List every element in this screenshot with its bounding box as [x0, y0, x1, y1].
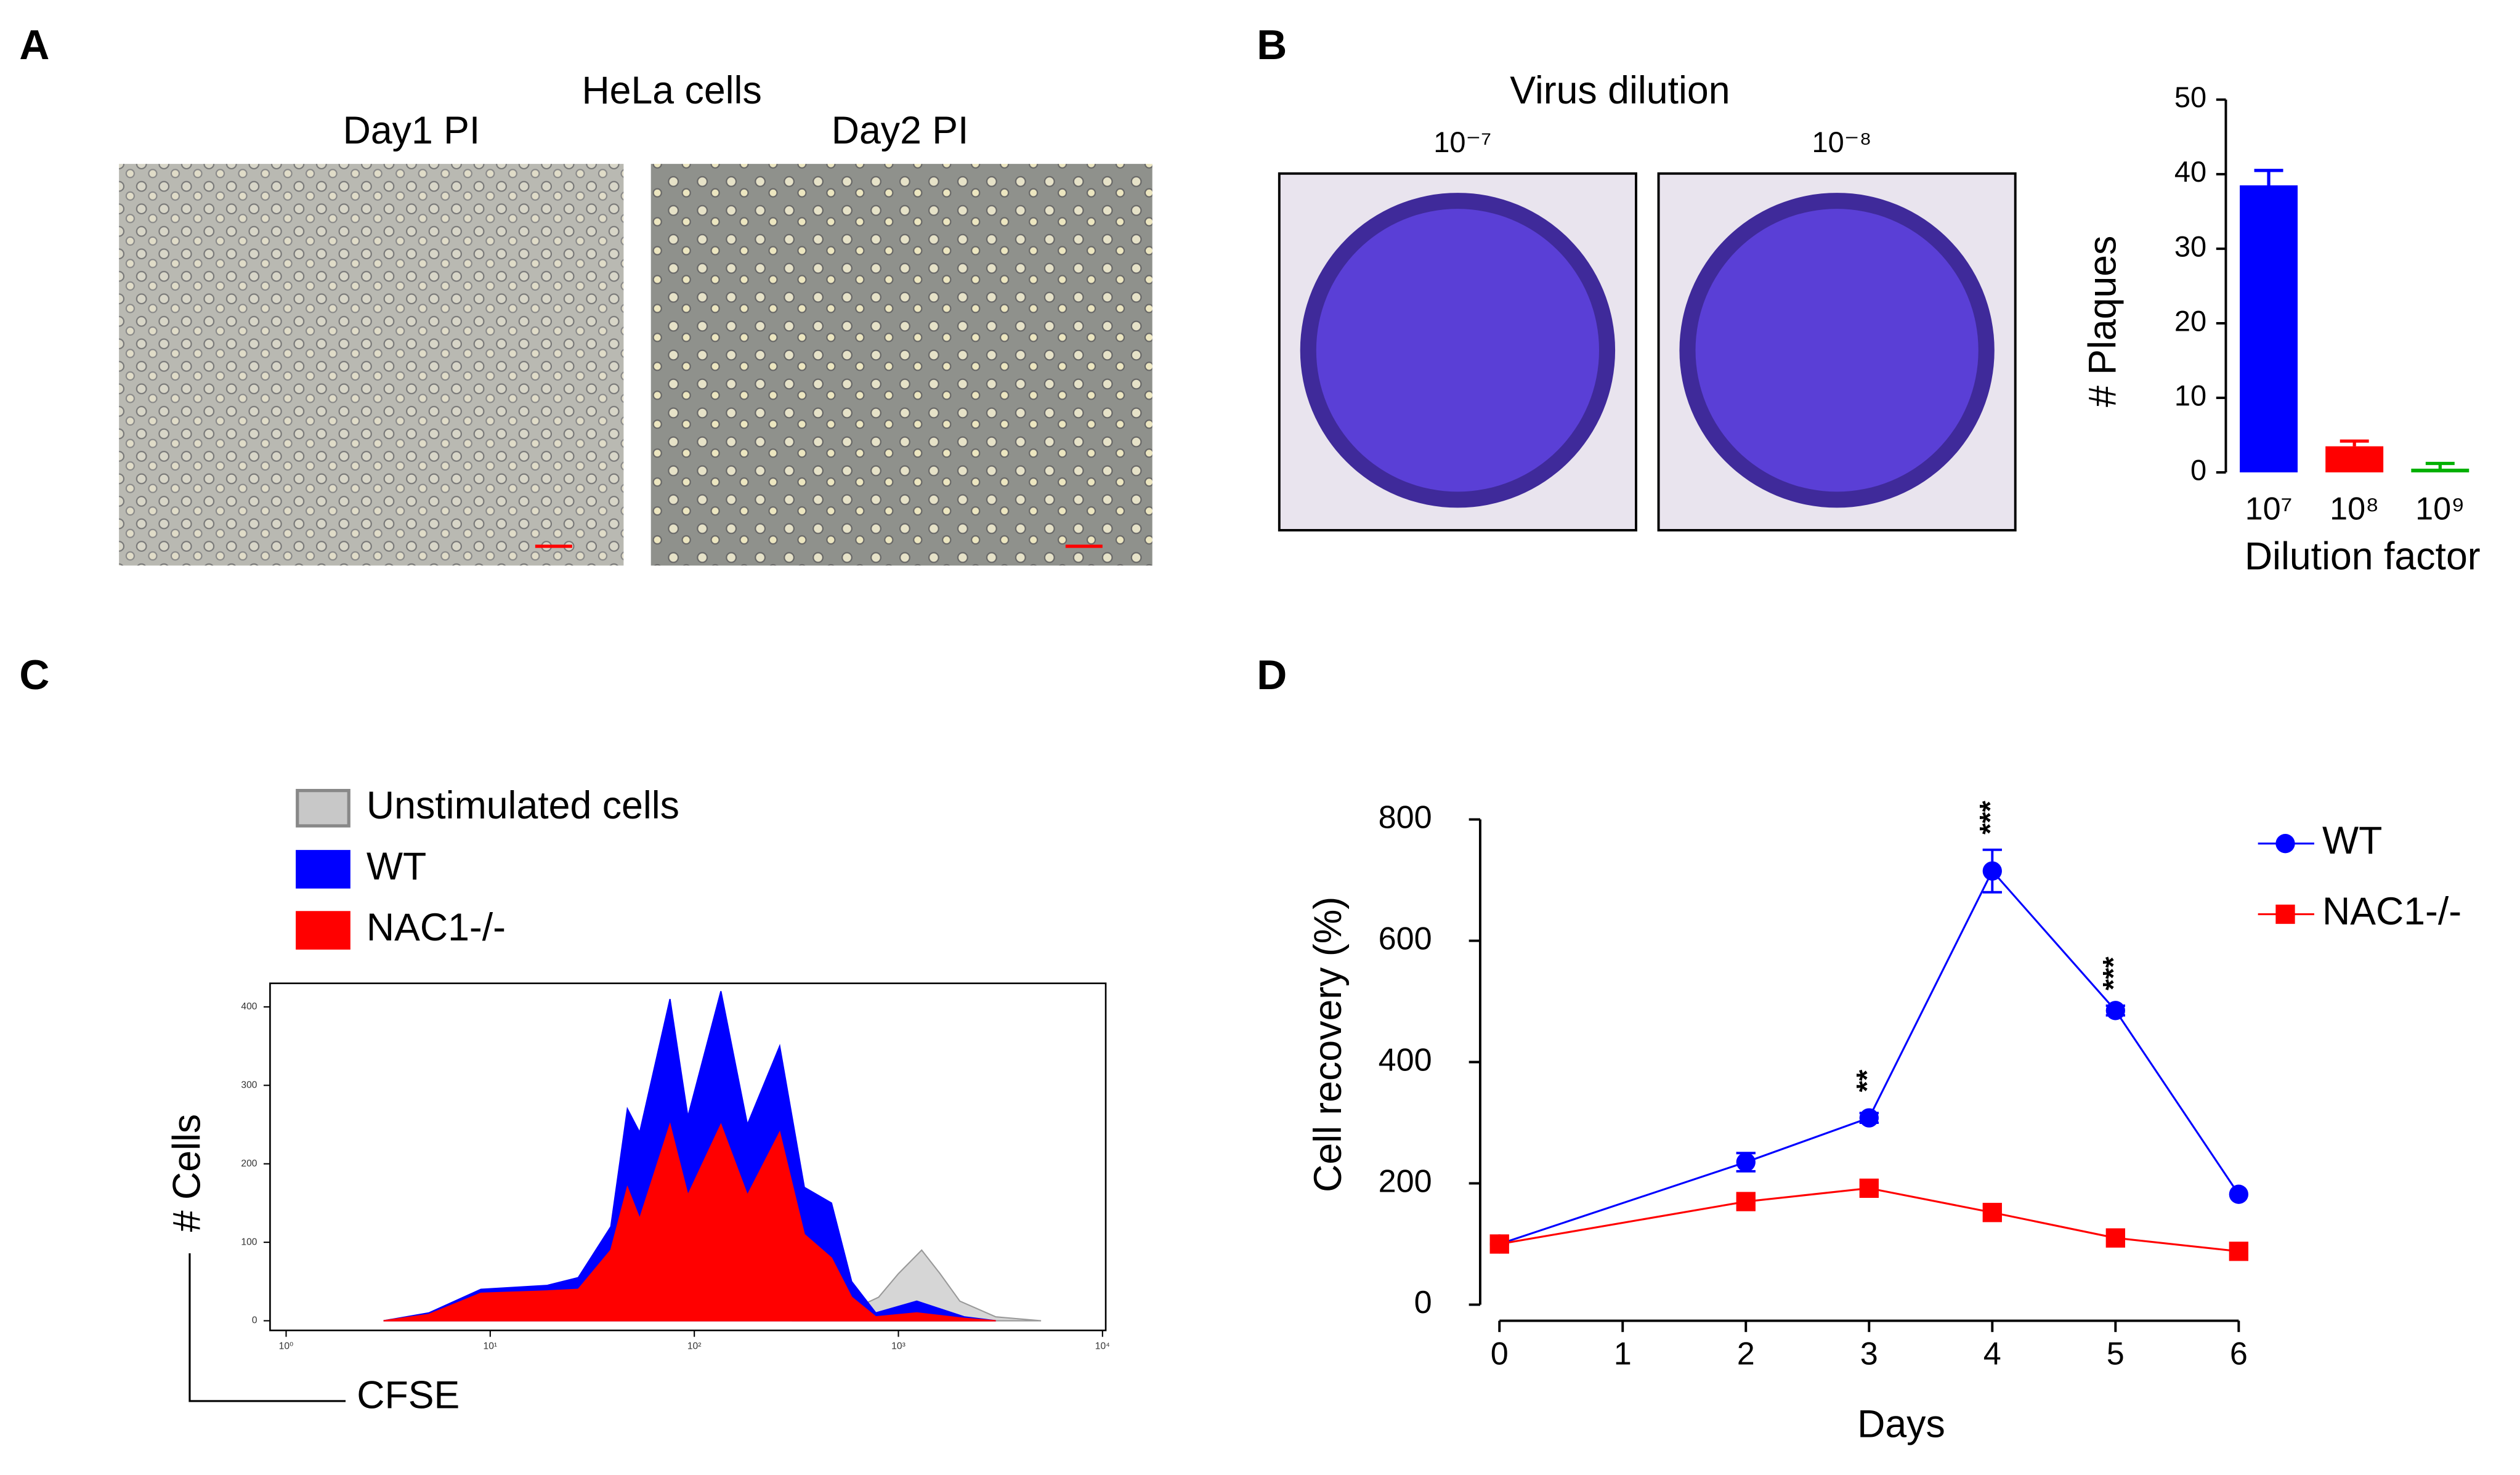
legend-label: NAC1-/-	[2322, 890, 2461, 933]
y-tick-label: 30	[2174, 230, 2206, 262]
y-tick-label: 400	[1379, 1042, 1432, 1078]
axis-indicator	[188, 1253, 346, 1402]
x-tick-label: 10⁰	[279, 1341, 294, 1351]
x-tick-label: 2	[1737, 1336, 1755, 1372]
panel-title: HeLa cells	[581, 69, 761, 112]
legend-swatch	[296, 850, 350, 889]
y-tick-label: 400	[241, 1001, 257, 1012]
legend-swatch	[296, 911, 350, 950]
x-tick-label: 10⁹	[2415, 491, 2465, 527]
marker	[1859, 1108, 1879, 1128]
y-tick-label: 300	[241, 1080, 257, 1090]
photo	[650, 164, 1153, 566]
error-bar	[2340, 439, 2369, 447]
x-tick-label: 10²	[687, 1341, 702, 1351]
panel-label: A	[19, 22, 49, 68]
y-tick-label: 200	[241, 1158, 257, 1169]
x-axis-label: CFSE	[357, 1373, 460, 1416]
x-axis-label: Dilution factor	[2245, 535, 2481, 578]
error-bar	[2254, 169, 2283, 185]
photo	[119, 164, 624, 566]
panel-label: C	[19, 652, 49, 698]
histogram-area	[383, 1122, 996, 1322]
image-label: 10⁻⁷	[1433, 126, 1491, 158]
image-label: Day2 PI	[832, 109, 969, 152]
y-tick-label: 50	[2174, 81, 2206, 113]
legend-label: Unstimulated cells	[367, 784, 679, 827]
marker	[2229, 1242, 2248, 1261]
legend-marker	[2275, 904, 2295, 924]
marker	[1982, 1203, 2002, 1222]
error-bar	[2425, 461, 2455, 469]
significance: ***	[1974, 800, 2006, 834]
marker	[2105, 1001, 2125, 1020]
legend-swatch	[296, 788, 350, 828]
legend-marker	[2275, 834, 2295, 854]
x-tick-label: 0	[1491, 1336, 1509, 1372]
x-tick-label: 6	[2230, 1336, 2248, 1372]
y-tick-label: 600	[1379, 921, 1432, 956]
x-tick-label: 3	[1860, 1336, 1878, 1372]
x-tick-label: 1	[1614, 1336, 1632, 1372]
marker	[1736, 1152, 1756, 1172]
panel-label: B	[1257, 22, 1287, 68]
x-tick-label: 10³	[891, 1341, 905, 1351]
marker	[1982, 861, 2002, 881]
y-tick-label: 200	[1379, 1163, 1432, 1199]
y-tick-label: 100	[241, 1237, 257, 1247]
y-axis-label: # Cells	[165, 1114, 208, 1232]
panel-title: Virus dilution	[1510, 69, 1730, 112]
panel-label: D	[1257, 652, 1287, 698]
y-tick-label: 40	[2174, 155, 2206, 188]
well	[1316, 209, 1599, 492]
significance: **	[1850, 1069, 1883, 1092]
y-axis-label: Cell recovery (%)	[1307, 897, 1350, 1192]
legend-label: NAC1-/-	[367, 906, 506, 949]
marker	[1489, 1234, 1509, 1254]
image-label: 10⁻⁸	[1812, 126, 1872, 158]
bar	[2240, 185, 2298, 473]
line	[1499, 1187, 2239, 1253]
legend-label: WT	[367, 845, 426, 888]
y-tick-label: 0	[2190, 453, 2206, 486]
significance: ***	[2097, 956, 2129, 991]
bar	[2325, 446, 2384, 473]
y-tick-label: 0	[252, 1315, 257, 1326]
y-tick-label: 20	[2174, 304, 2206, 337]
well	[1695, 209, 1979, 492]
marker	[1736, 1192, 1756, 1211]
plot-frame	[269, 982, 1107, 1332]
histogram-area	[383, 991, 996, 1322]
image-label: Day1 PI	[343, 109, 480, 152]
x-tick-label: 10⁴	[1095, 1341, 1110, 1351]
x-tick-label: 10⁷	[2245, 491, 2293, 527]
x-tick-label: 10⁸	[2330, 491, 2379, 527]
x-tick-label: 4	[1983, 1336, 2001, 1372]
line	[1499, 869, 2240, 1245]
y-tick-label: 800	[1379, 799, 1432, 835]
y-axis-label: # Plaques	[2081, 236, 2124, 407]
marker	[2229, 1184, 2248, 1204]
x-tick-label: 5	[2107, 1336, 2125, 1372]
marker	[1859, 1178, 1879, 1198]
x-axis-label: Days	[1857, 1402, 1945, 1445]
legend-label: WT	[2322, 819, 2382, 862]
x-tick-label: 10¹	[484, 1341, 498, 1351]
marker	[2105, 1228, 2125, 1248]
y-tick-label: 0	[1414, 1285, 1432, 1320]
bar	[2411, 468, 2469, 473]
y-tick-label: 10	[2174, 379, 2206, 411]
